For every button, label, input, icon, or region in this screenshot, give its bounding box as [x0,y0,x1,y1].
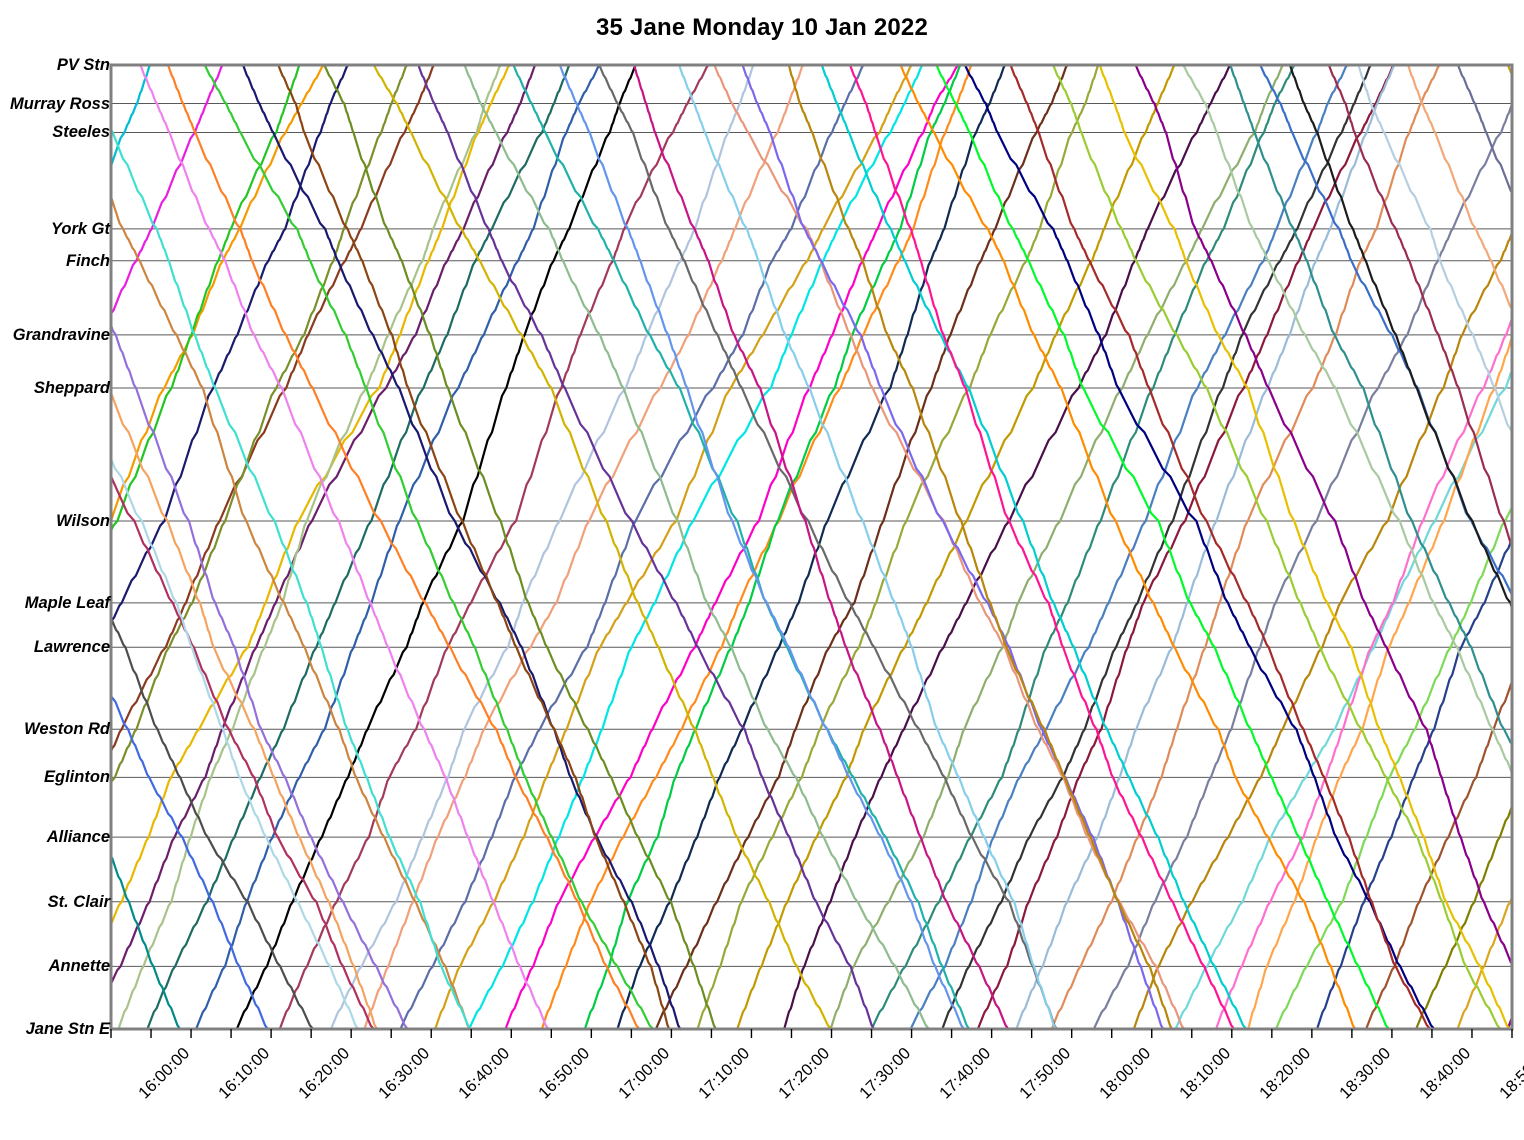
trip-line [333,65,835,1029]
trip-line [1393,802,1512,1029]
x-axis-ticks [110,1029,1513,1038]
y-axis-label-wilson: Wilson [56,511,110,530]
trip-line [322,65,883,1029]
plot-border [109,63,1514,1031]
trip-line [414,65,979,1029]
trip-line [572,65,1084,1029]
trip-line [1133,65,1512,776]
trip-line [1216,65,1512,598]
trip-line [556,65,989,1029]
chart-title: 35 Jane Monday 10 Jan 2022 [595,14,929,41]
trip-line [111,65,464,786]
trip-line [111,389,400,1029]
trip-line [1070,65,1512,1029]
trip-line [1029,65,1463,1029]
trip-line [1149,369,1512,1029]
y-axis-label-annette: Annette [48,957,110,976]
trip-line [252,65,737,1029]
y-axis-label-pv-stn: PV Stn [56,55,110,74]
trip-line [505,65,1008,1029]
y-axis-label-york-gt: York Gt [51,219,110,238]
y-axis-label-alliance: Alliance [46,827,110,846]
trip-line [111,194,526,1029]
trip-line [111,455,397,1029]
trip-line [111,854,217,1029]
trip-line [1419,65,1512,195]
trip-line [836,65,1330,1029]
trip-line [485,65,998,1029]
trip-line [608,65,1115,1029]
trip-line [983,65,1428,1029]
y-axis-label-murray-ross: Murray Ross [10,94,110,113]
y-axis-label-grandravine: Grandravine [12,325,110,344]
trip-line [171,65,625,1029]
trip-line [111,65,477,755]
trip-line [1165,314,1512,1029]
trip-line [1092,229,1512,1029]
trip-line [1178,65,1512,746]
trip-line [425,65,967,1029]
trip-line [844,65,1412,1029]
trip-line [111,65,542,1029]
trip-line [200,65,723,1029]
trip-line [111,65,377,625]
trip-line [1306,65,1512,548]
trip-line [1384,65,1512,311]
trip-line [381,65,966,1029]
trip-line [741,65,1220,1029]
trip-line [930,65,1470,1029]
trip-line [133,65,674,1029]
trip-line [347,65,917,1029]
trip-line [111,124,518,1029]
trip-line [827,65,1258,1029]
trip-line [728,65,1287,1029]
trip-line [111,616,370,1029]
y-axis-label-jane-stn-e: Jane Stn E [25,1019,110,1038]
trip-line [111,65,253,316]
trip-line [1083,65,1512,966]
trip-line [111,321,463,1029]
trip-line [999,65,1512,1029]
trip-line [639,65,1096,1029]
trip-line [206,65,667,1029]
trip-line [111,692,313,1029]
trip-line [1041,101,1512,1029]
trip-line [111,474,406,1029]
trip-line [111,65,362,523]
y-axis-label-sheppard: Sheppard [33,378,110,397]
trip-line [367,65,926,1029]
trip-line [968,65,1473,1029]
trip-line [1230,335,1512,1029]
trip-line [1294,535,1512,1029]
trip-line [111,65,622,1029]
trip-line [896,65,1430,1029]
y-axis-label-finch: Finch [66,251,110,270]
trip-line [939,65,1433,1029]
trip-line [179,65,678,1029]
y-axis-label-lawrence: Lawrence [33,638,110,656]
trip-line [611,65,1031,1029]
trip-line [711,65,1201,1029]
trip-line [111,65,588,1029]
y-axis-label-maple-leaf: Maple Leaf [24,593,110,612]
trip-line [800,65,1268,1029]
trip-line [1252,65,1512,613]
trip-line [111,65,556,926]
trip-lines [111,65,1512,1029]
y-axis-label-steeles: Steeles [52,123,110,142]
y-axis-label-st-clair: St. Clair [47,892,110,911]
trip-line [294,65,747,1029]
trip-line [255,65,692,1029]
trip-line [1318,65,1512,435]
trip-line [896,65,1417,1029]
trip-line [514,65,1010,1029]
y-axis-label-eglinton: Eglinton [44,768,110,787]
y-axis-label-weston-rd: Weston Rd [24,719,110,738]
trip-line [471,65,993,1029]
